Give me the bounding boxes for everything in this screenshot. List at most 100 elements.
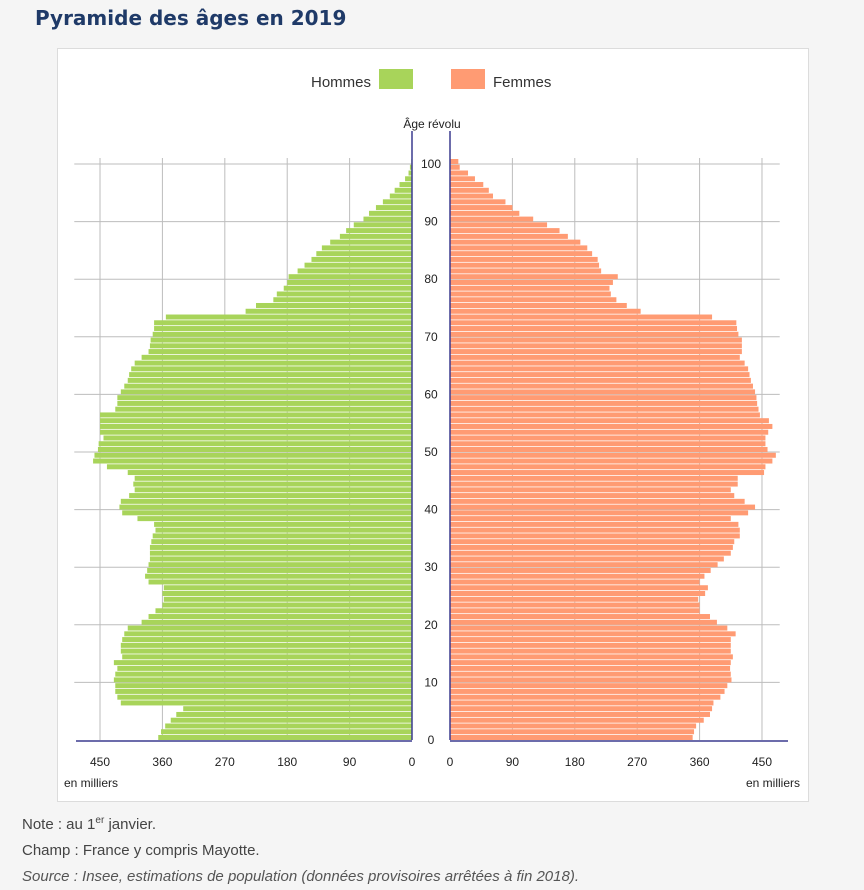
bar-women xyxy=(450,285,610,291)
bar-women xyxy=(450,614,710,620)
bar-women xyxy=(450,159,459,164)
bar-women xyxy=(450,268,602,274)
age-tick-labels: 0 10 20 30 40 50 60 70 80 90 100 xyxy=(421,157,441,747)
bar-women xyxy=(450,539,735,545)
bar-women xyxy=(450,314,713,320)
bar-men xyxy=(106,464,412,470)
bars-men xyxy=(93,159,413,740)
x-tick-label-left: 90 xyxy=(343,755,357,769)
bar-men xyxy=(113,677,413,683)
bar-women xyxy=(450,377,751,383)
bar-men xyxy=(94,452,412,458)
bar-men xyxy=(115,406,412,412)
bar-men xyxy=(408,170,412,176)
bar-women xyxy=(450,688,725,694)
bar-women xyxy=(450,729,695,735)
bar-women xyxy=(450,429,769,435)
bar-women xyxy=(450,706,713,712)
bar-men xyxy=(149,343,412,349)
bar-men xyxy=(154,521,412,527)
bar-women xyxy=(450,521,739,527)
bar-women xyxy=(450,418,769,424)
bar-men xyxy=(117,694,412,700)
bar-women xyxy=(450,642,731,648)
bar-men xyxy=(287,279,412,285)
bar-men xyxy=(127,377,412,383)
bar-women xyxy=(450,406,759,412)
bar-women xyxy=(450,683,728,689)
bar-women xyxy=(450,216,534,222)
bar-men xyxy=(163,596,412,602)
chart-axes xyxy=(76,131,788,742)
bar-men xyxy=(163,585,412,591)
bar-women xyxy=(450,470,765,476)
bar-women xyxy=(450,677,732,683)
bar-men xyxy=(137,516,413,522)
bar-men xyxy=(120,700,413,706)
bar-men xyxy=(155,608,412,614)
bar-men xyxy=(399,182,412,188)
note-line: Note : au 1er janvier. xyxy=(22,808,579,838)
bar-women xyxy=(450,665,731,671)
bar-women xyxy=(450,711,710,717)
bar-women xyxy=(450,602,700,608)
bar-men xyxy=(152,331,412,337)
bar-men xyxy=(154,326,412,332)
bar-women xyxy=(450,297,617,303)
x-tick-label-left: 360 xyxy=(152,755,172,769)
x-tick-label-right: 180 xyxy=(565,755,585,769)
bar-women xyxy=(450,487,731,493)
chart-legend: Hommes Femmes xyxy=(311,69,551,91)
bar-women xyxy=(450,326,738,332)
age-tick-label: 10 xyxy=(424,675,438,689)
bar-women xyxy=(450,527,740,533)
legend-swatch-men xyxy=(379,69,413,89)
bar-men xyxy=(339,233,412,239)
bar-women xyxy=(450,608,700,614)
bar-men xyxy=(165,723,412,729)
bar-men xyxy=(134,360,412,366)
bar-women xyxy=(450,591,706,596)
bar-women xyxy=(450,562,718,568)
bar-women xyxy=(450,567,711,573)
bar-women xyxy=(450,205,513,211)
bar-women xyxy=(450,291,611,297)
bar-women xyxy=(450,193,493,199)
bar-men xyxy=(148,579,412,585)
bar-women xyxy=(450,360,745,366)
chart-notes: Note : au 1er janvier. Champ : France y … xyxy=(22,808,579,890)
x-tick-label-left: 180 xyxy=(277,755,297,769)
bar-men xyxy=(149,550,412,556)
bar-women xyxy=(450,475,738,481)
bar-women xyxy=(450,331,739,337)
bar-women xyxy=(450,648,731,654)
bar-women xyxy=(450,354,740,360)
bar-men xyxy=(120,642,413,648)
bar-men xyxy=(100,423,412,429)
bar-men xyxy=(152,533,412,539)
bar-women xyxy=(450,210,520,216)
x-tick-label-left: 0 xyxy=(409,755,416,769)
bar-men xyxy=(183,706,412,712)
bar-women xyxy=(450,619,717,625)
bar-women xyxy=(450,372,750,378)
bar-women xyxy=(450,481,738,487)
bar-women xyxy=(450,343,742,349)
bar-men xyxy=(330,239,412,245)
bar-women xyxy=(450,164,460,170)
bar-men xyxy=(115,683,412,689)
bar-men xyxy=(98,441,412,447)
bar-men xyxy=(149,556,412,562)
bar-men xyxy=(151,539,412,545)
bar-women xyxy=(450,637,731,643)
bar-men xyxy=(158,735,412,740)
age-tick-label: 60 xyxy=(424,387,438,401)
bar-men xyxy=(129,493,412,499)
x-tick-label-right: 90 xyxy=(506,755,520,769)
bar-women xyxy=(450,504,756,510)
bar-women xyxy=(450,579,700,585)
bar-women xyxy=(450,337,742,343)
bar-men xyxy=(93,458,412,464)
bar-men xyxy=(297,268,412,274)
bar-women xyxy=(450,233,568,239)
